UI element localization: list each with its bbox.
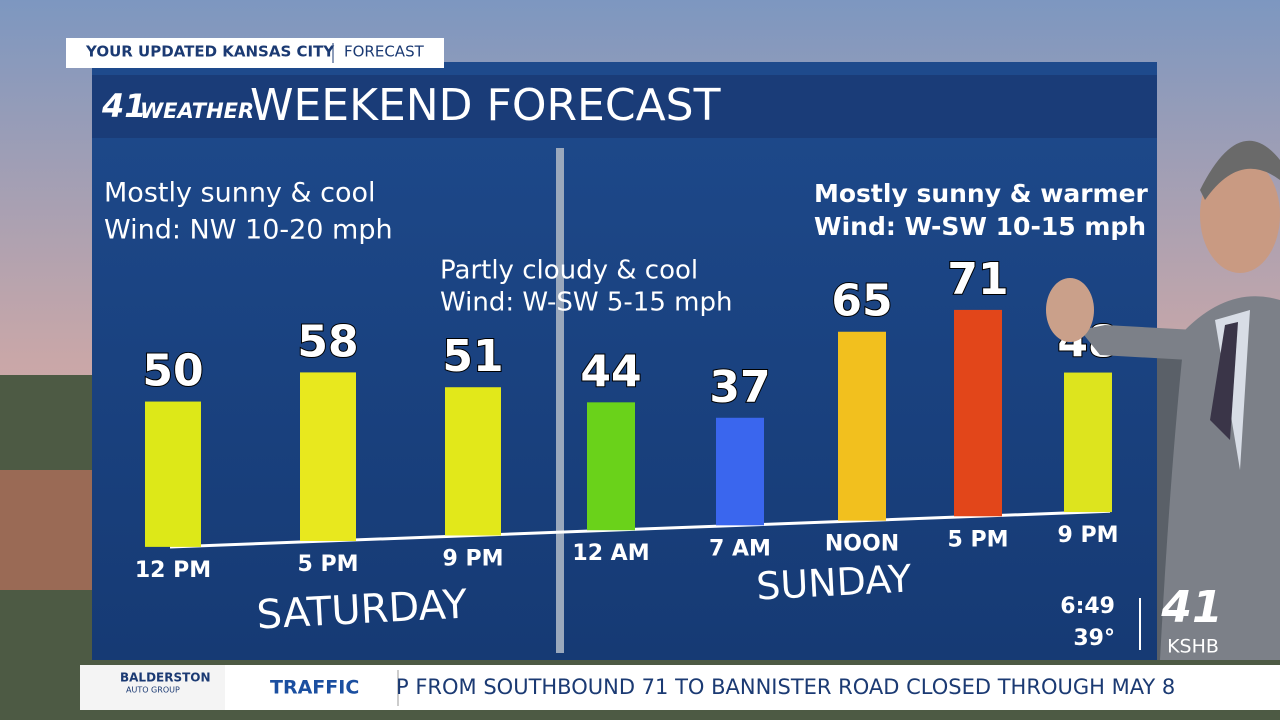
annotation: Mostly sunny & warmer xyxy=(814,179,1149,208)
station-call: KSHB xyxy=(1167,636,1219,658)
sponsor-sub: AUTO GROUP xyxy=(126,686,180,695)
logo-number: 41 xyxy=(101,87,147,125)
title-bar xyxy=(92,75,1157,138)
ticker xyxy=(80,665,1280,710)
x-tick-label: NOON xyxy=(825,532,899,557)
x-tick-label: 9 PM xyxy=(443,546,504,571)
station-number: 41 xyxy=(1160,582,1222,633)
day-divider xyxy=(556,148,564,653)
clock-time: 6:49 xyxy=(1060,594,1115,619)
day-label: SATURDAY xyxy=(255,581,468,638)
annotation: Wind: W-SW 5-15 mph xyxy=(440,288,732,318)
header-tag-text: YOUR UPDATED KANSAS CITY xyxy=(85,43,335,61)
annotation: Mostly sunny & cool xyxy=(104,178,376,209)
value-label: 51 xyxy=(442,331,503,382)
bar xyxy=(716,417,764,526)
bar xyxy=(1064,372,1112,513)
bar xyxy=(587,402,635,531)
chart-title: WEEKEND FORECAST xyxy=(250,80,721,131)
x-tick-label: 9 PM xyxy=(1058,523,1119,548)
presenter-head xyxy=(1200,157,1280,273)
bar xyxy=(445,387,501,536)
logo-text: WEATHER xyxy=(140,99,254,123)
sponsor: BALDERSTON xyxy=(120,671,211,685)
ticker-label: TRAFFIC xyxy=(270,677,359,699)
presenter-suit xyxy=(1160,296,1280,660)
x-tick-label: 5 PM xyxy=(948,527,1009,552)
baseline xyxy=(169,509,1111,549)
annotation: Wind: NW 10-20 mph xyxy=(104,215,393,246)
bar xyxy=(300,372,356,541)
ticker-text: P FROM SOUTHBOUND 71 TO BANNISTER ROAD C… xyxy=(396,675,1175,699)
value-label: 71 xyxy=(947,254,1008,305)
value-label: 58 xyxy=(297,316,358,367)
clock-temp: 39° xyxy=(1073,626,1115,651)
presenter-hair xyxy=(1200,140,1280,200)
bar xyxy=(145,401,201,547)
day-label: SUNDAY xyxy=(755,556,913,608)
bar xyxy=(838,331,886,521)
x-tick-label: 12 AM xyxy=(572,541,649,566)
value-label: 37 xyxy=(709,362,770,413)
bars: 50 12 PM 58 5 PM 51 9 PM 44 12 AM 37 7 AM 65 NOON 71… xyxy=(135,253,1120,583)
value-label: 65 xyxy=(831,276,892,327)
annotation: Wind: W-SW 10-15 mph xyxy=(814,212,1146,241)
presenter-hand xyxy=(1046,278,1094,342)
x-tick-label: 7 AM xyxy=(709,536,771,561)
building xyxy=(0,470,92,590)
bar xyxy=(954,309,1002,517)
presenter-arm xyxy=(1080,325,1195,360)
value-label: 44 xyxy=(580,346,641,397)
header-tag xyxy=(66,38,444,68)
presenter xyxy=(1046,140,1280,660)
value-label: 50 xyxy=(142,346,203,397)
x-tick-label: 12 PM xyxy=(135,558,211,583)
header-tag-section: FORECAST xyxy=(344,43,425,61)
x-tick-label: 5 PM xyxy=(298,552,359,577)
presenter-tie xyxy=(1210,322,1238,440)
sponsor-box xyxy=(80,665,225,710)
annotation: Partly cloudy & cool xyxy=(440,256,698,286)
